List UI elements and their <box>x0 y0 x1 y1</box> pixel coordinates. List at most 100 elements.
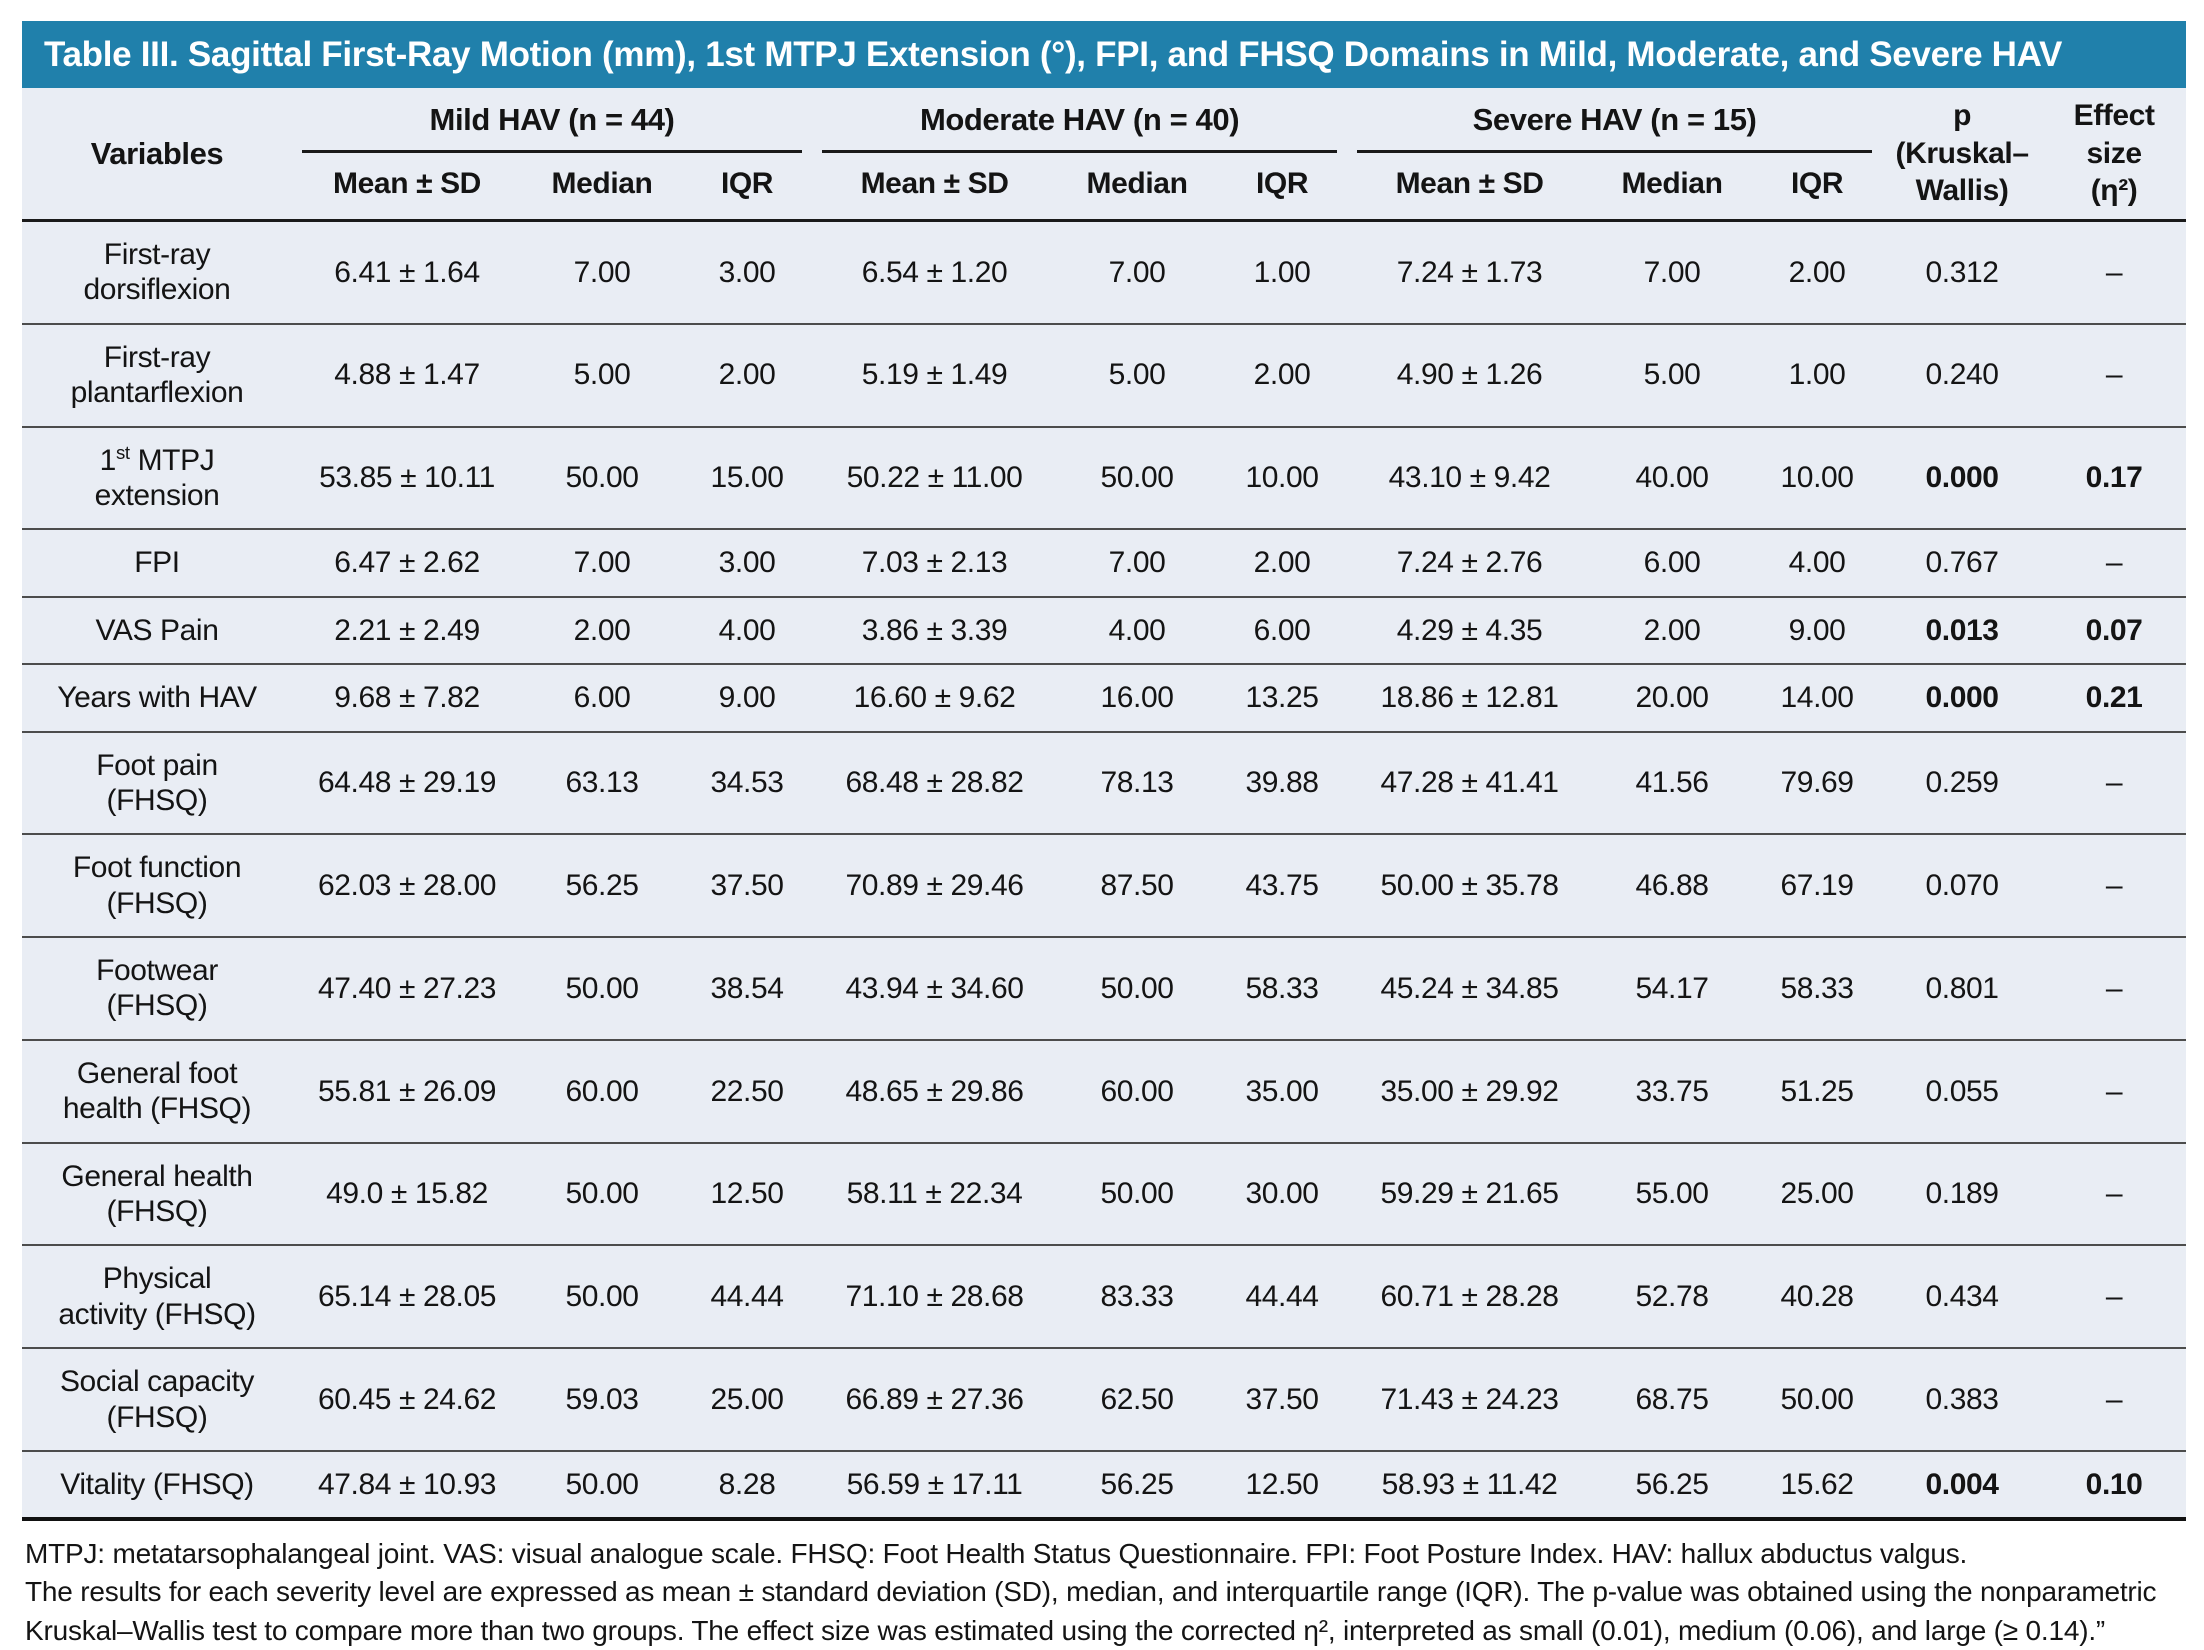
cell-mild-iqr: 3.00 <box>682 220 813 325</box>
cell-moderate-mean-sd: 3.86 ± 3.39 <box>812 596 1058 666</box>
cell-moderate-median: 62.50 <box>1057 1348 1218 1452</box>
cell-effect-size: 0.10 <box>2042 1450 2187 1522</box>
cell-severe-mean-sd: 59.29 ± 21.65 <box>1347 1142 1593 1247</box>
cell-mild-median: 7.00 <box>522 220 682 325</box>
cell-p-value: 0.070 <box>1882 834 2043 939</box>
cell-effect-size: – <box>2042 529 2187 598</box>
cell-moderate-iqr: 2.00 <box>1217 529 1348 598</box>
cell-severe-iqr: 25.00 <box>1752 1142 1883 1247</box>
cell-severe-median: 20.00 <box>1592 664 1753 733</box>
cell-moderate-median: 50.00 <box>1057 426 1218 531</box>
cell-severe-mean-sd: 47.28 ± 41.41 <box>1347 731 1593 836</box>
cell-mild-iqr: 2.00 <box>682 323 813 428</box>
sub-header-row: Mean ± SD Median IQR Mean ± SD Median IQ… <box>22 153 2186 222</box>
cell-mild-iqr: 4.00 <box>682 596 813 666</box>
column-header-mild-median: Median <box>522 153 682 222</box>
cell-moderate-iqr: 10.00 <box>1217 426 1348 531</box>
row-variable-label: VAS Pain <box>22 596 292 666</box>
cell-p-value: 0.801 <box>1882 937 2043 1041</box>
cell-severe-iqr: 51.25 <box>1752 1039 1883 1144</box>
row-variable-label: First-ray dorsiflexion <box>22 220 292 325</box>
cell-moderate-mean-sd: 56.59 ± 17.11 <box>812 1450 1058 1522</box>
cell-mild-median: 50.00 <box>522 1450 682 1522</box>
cell-severe-mean-sd: 45.24 ± 34.85 <box>1347 937 1593 1041</box>
table-row: General health (FHSQ) 49.0 ± 15.82 50.00… <box>22 1142 2187 1247</box>
table-row: First-ray dorsiflexion 6.41 ± 1.64 7.00 … <box>22 220 2187 325</box>
cell-p-value: 0.189 <box>1882 1142 2043 1247</box>
row-variable-label: Physical activity (FHSQ) <box>22 1245 292 1350</box>
cell-mild-median: 59.03 <box>522 1348 682 1452</box>
cell-mild-mean-sd: 4.88 ± 1.47 <box>292 323 522 428</box>
cell-mild-mean-sd: 55.81 ± 26.09 <box>292 1039 522 1144</box>
row-variable-label: General foot health (FHSQ) <box>22 1039 292 1144</box>
cell-severe-mean-sd: 43.10 ± 9.42 <box>1347 426 1593 531</box>
cell-severe-iqr: 9.00 <box>1752 596 1883 666</box>
cell-severe-mean-sd: 58.93 ± 11.42 <box>1347 1450 1593 1522</box>
cell-severe-iqr: 2.00 <box>1752 220 1883 325</box>
cell-moderate-mean-sd: 70.89 ± 29.46 <box>812 834 1058 939</box>
table-body: First-ray dorsiflexion 6.41 ± 1.64 7.00 … <box>22 220 2187 1522</box>
row-variable-label: Foot function (FHSQ) <box>22 834 292 939</box>
cell-moderate-iqr: 2.00 <box>1217 323 1348 428</box>
cell-p-value: 0.240 <box>1882 323 2043 428</box>
table-row: VAS Pain 2.21 ± 2.49 2.00 4.00 3.86 ± 3.… <box>22 596 2187 666</box>
cell-severe-mean-sd: 18.86 ± 12.81 <box>1347 664 1593 733</box>
cell-mild-iqr: 34.53 <box>682 731 813 836</box>
cell-severe-median: 52.78 <box>1592 1245 1753 1350</box>
cell-effect-size: – <box>2042 834 2187 939</box>
cell-p-value: 0.004 <box>1882 1450 2043 1522</box>
cell-mild-median: 5.00 <box>522 323 682 428</box>
cell-severe-median: 46.88 <box>1592 834 1753 939</box>
cell-moderate-mean-sd: 5.19 ± 1.49 <box>812 323 1058 428</box>
cell-severe-median: 2.00 <box>1592 596 1753 666</box>
row-variable-label: Footwear (FHSQ) <box>22 937 292 1041</box>
cell-moderate-iqr: 13.25 <box>1217 664 1348 733</box>
cell-mild-median: 50.00 <box>522 1245 682 1350</box>
cell-moderate-iqr: 44.44 <box>1217 1245 1348 1350</box>
cell-mild-mean-sd: 49.0 ± 15.82 <box>292 1142 522 1247</box>
cell-mild-mean-sd: 64.48 ± 29.19 <box>292 731 522 836</box>
cell-moderate-mean-sd: 16.60 ± 9.62 <box>812 664 1058 733</box>
row-variable-label: Vitality (FHSQ) <box>22 1450 292 1522</box>
table-row: Social capacity (FHSQ) 60.45 ± 24.62 59.… <box>22 1348 2187 1452</box>
cell-severe-median: 56.25 <box>1592 1450 1753 1522</box>
cell-severe-iqr: 40.28 <box>1752 1245 1883 1350</box>
cell-severe-iqr: 58.33 <box>1752 937 1883 1041</box>
table-row: General foot health (FHSQ) 55.81 ± 26.09… <box>22 1039 2187 1144</box>
cell-severe-iqr: 15.62 <box>1752 1450 1883 1522</box>
cell-mild-mean-sd: 9.68 ± 7.82 <box>292 664 522 733</box>
column-header-severe-median: Median <box>1592 153 1753 222</box>
column-header-severe-mean-sd: Mean ± SD <box>1347 153 1593 222</box>
cell-mild-median: 2.00 <box>522 596 682 666</box>
cell-mild-iqr: 8.28 <box>682 1450 813 1522</box>
cell-moderate-mean-sd: 58.11 ± 22.34 <box>812 1142 1058 1247</box>
cell-moderate-iqr: 37.50 <box>1217 1348 1348 1452</box>
table-row: Years with HAV 9.68 ± 7.82 6.00 9.00 16.… <box>22 664 2187 733</box>
cell-effect-size: – <box>2042 1142 2187 1247</box>
column-header-moderate-median: Median <box>1057 153 1218 222</box>
cell-moderate-median: 78.13 <box>1057 731 1218 836</box>
hav-severity-table: Variables Mild HAV (n = 44) Moderate HAV… <box>22 88 2187 1522</box>
cell-effect-size: – <box>2042 1039 2187 1144</box>
cell-severe-median: 41.56 <box>1592 731 1753 836</box>
table-row: First-ray plantarflexion 4.88 ± 1.47 5.0… <box>22 323 2187 428</box>
column-header-mild-mean-sd: Mean ± SD <box>292 153 522 222</box>
row-variable-label: Foot pain (FHSQ) <box>22 731 292 836</box>
footnote-methods: The results for each severity level are … <box>25 1576 2157 1646</box>
group-header-moderate-label: Moderate HAV (n = 40) <box>822 102 1338 153</box>
group-header-row: Variables Mild HAV (n = 44) Moderate HAV… <box>22 88 2187 222</box>
row-variable-label: Years with HAV <box>22 664 292 733</box>
cell-mild-mean-sd: 47.40 ± 27.23 <box>292 937 522 1041</box>
cell-moderate-iqr: 6.00 <box>1217 596 1348 666</box>
cell-moderate-mean-sd: 6.54 ± 1.20 <box>812 220 1058 325</box>
column-header-moderate-mean-sd: Mean ± SD <box>812 153 1058 222</box>
cell-moderate-median: 16.00 <box>1057 664 1218 733</box>
table-row: Footwear (FHSQ) 47.40 ± 27.23 50.00 38.5… <box>22 937 2187 1041</box>
cell-moderate-median: 60.00 <box>1057 1039 1218 1144</box>
cell-severe-iqr: 4.00 <box>1752 529 1883 598</box>
cell-severe-median: 55.00 <box>1592 1142 1753 1247</box>
table-title-bar: Table III. Sagittal First-Ray Motion (mm… <box>22 21 2186 88</box>
cell-moderate-median: 50.00 <box>1057 937 1218 1041</box>
cell-moderate-iqr: 30.00 <box>1217 1142 1348 1247</box>
cell-mild-median: 50.00 <box>522 1142 682 1247</box>
